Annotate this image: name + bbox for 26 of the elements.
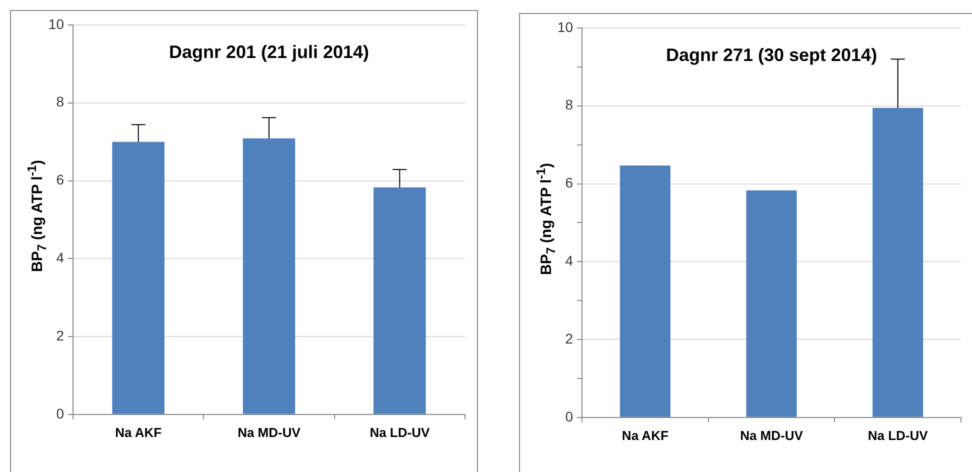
y-tick-label: 10 bbox=[48, 16, 64, 32]
y-tick-label: 0 bbox=[56, 405, 64, 422]
bar bbox=[242, 138, 296, 414]
y-tick-label: 10 bbox=[557, 18, 574, 35]
y-tick-label: 6 bbox=[56, 172, 64, 188]
y-tick-label: 8 bbox=[56, 94, 64, 110]
bar bbox=[620, 165, 670, 417]
x-tick-label: Na MD-UV bbox=[238, 424, 301, 440]
x-tick-label: Na LD-UV bbox=[370, 424, 430, 440]
y-tick-label: 0 bbox=[565, 408, 574, 424]
text: Dagnr 201 (21 juli 2014) bbox=[168, 42, 370, 62]
bar bbox=[746, 190, 797, 417]
y-tick-label: 2 bbox=[56, 327, 64, 344]
y-tick-label: 8 bbox=[565, 96, 574, 113]
bar bbox=[872, 108, 924, 417]
x-tick-label: Na MD-UV bbox=[740, 428, 804, 443]
x-tick-label: Na LD-UV bbox=[868, 428, 928, 443]
bar bbox=[374, 187, 426, 414]
text: Dagnr 271 (30 sept 2014) bbox=[666, 44, 878, 65]
y-tick-label: 4 bbox=[56, 250, 64, 266]
x-tick-label: Na AKF bbox=[622, 428, 668, 443]
x-tick-label: Na AKF bbox=[115, 424, 162, 440]
y-tick-label: 6 bbox=[565, 174, 574, 191]
bar bbox=[112, 142, 164, 414]
y-tick-label: 2 bbox=[565, 330, 574, 346]
y-tick-label: 4 bbox=[565, 252, 574, 268]
